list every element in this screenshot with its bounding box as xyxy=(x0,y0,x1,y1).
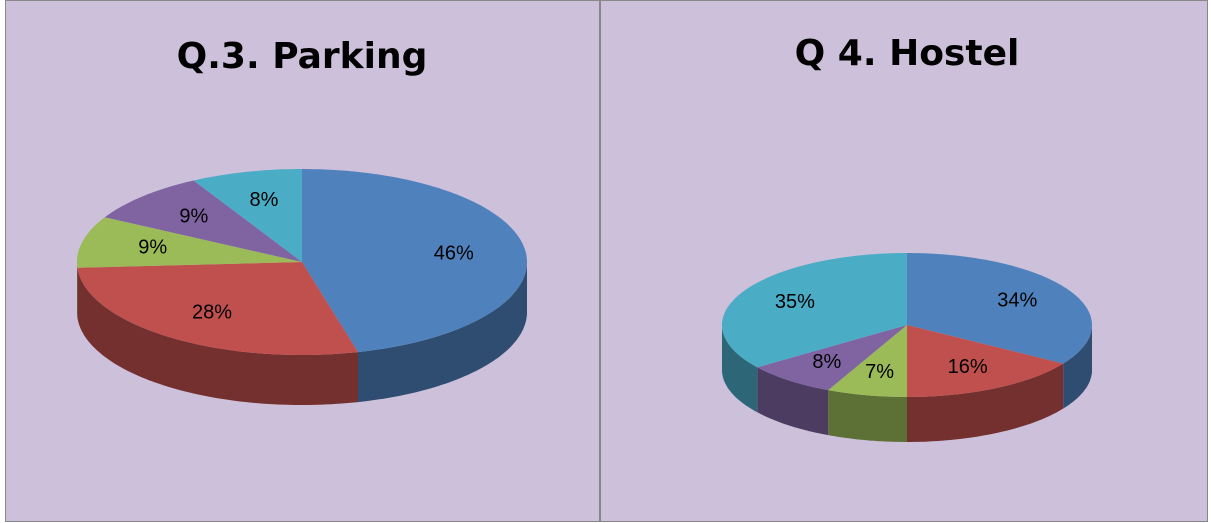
data-label: 7% xyxy=(865,361,894,383)
pie-slice xyxy=(907,253,1092,364)
pie-slice xyxy=(722,253,907,368)
pie-side xyxy=(828,390,907,442)
pie-slice xyxy=(104,180,302,262)
pie-slice xyxy=(757,325,907,391)
pie-side xyxy=(722,325,758,413)
pie-side xyxy=(757,367,829,436)
chart-title: Q 4. Hostel xyxy=(795,33,1020,74)
pie-slice xyxy=(193,169,302,262)
pie-side xyxy=(1063,325,1092,409)
pie-side xyxy=(358,262,527,403)
pie-slice xyxy=(77,262,359,355)
pie-slice xyxy=(302,169,527,353)
data-label: 8% xyxy=(249,189,278,211)
data-label: 28% xyxy=(192,301,232,323)
pie-slice xyxy=(907,325,1064,397)
data-label: 16% xyxy=(948,356,988,378)
chart-title: Q.3. Parking xyxy=(177,36,428,77)
data-label: 46% xyxy=(434,242,474,264)
data-label: 9% xyxy=(138,236,167,258)
data-label: 34% xyxy=(997,290,1037,312)
pie-side xyxy=(77,267,359,405)
pie-side xyxy=(907,363,1064,442)
data-label: 35% xyxy=(775,291,815,313)
data-label: 9% xyxy=(179,206,208,228)
pie-slice xyxy=(828,325,907,397)
pie-slice xyxy=(77,217,302,268)
data-label: 8% xyxy=(812,351,841,373)
